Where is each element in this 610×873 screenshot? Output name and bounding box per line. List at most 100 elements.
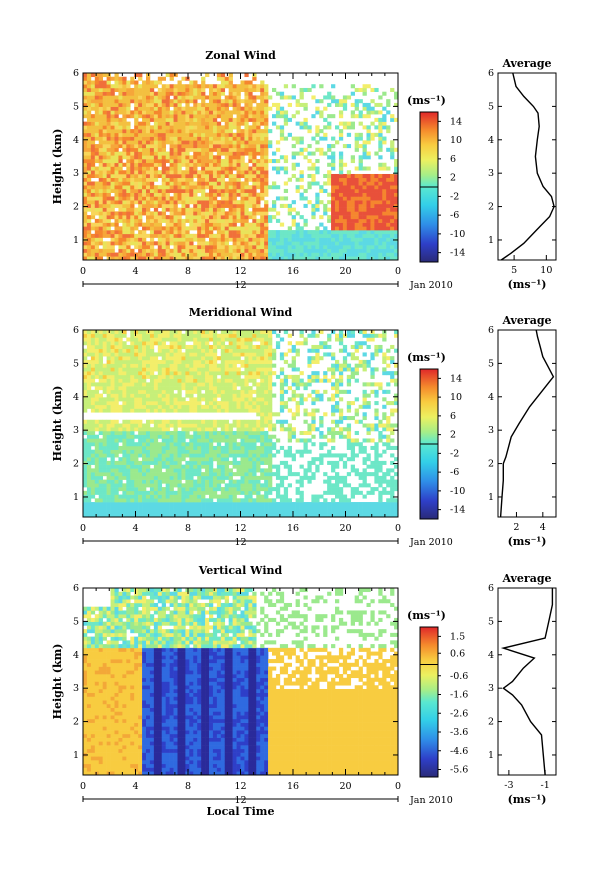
heatmap-cell xyxy=(240,132,245,137)
heatmap-cell xyxy=(149,408,155,413)
heatmap-cell xyxy=(362,185,367,190)
heatmap-cell xyxy=(248,114,253,119)
heatmap-cell xyxy=(110,430,115,436)
heatmap-cell xyxy=(335,125,340,130)
heatmap-cell xyxy=(220,170,226,175)
heatmap-cell xyxy=(394,211,399,216)
heatmap-cell xyxy=(102,200,107,205)
heatmap-cell xyxy=(338,226,344,231)
heatmap-cell xyxy=(216,457,222,462)
heatmap-cell xyxy=(157,91,163,96)
heatmap-cell xyxy=(165,363,170,368)
heatmap-cell xyxy=(279,245,285,250)
heatmap-cell xyxy=(260,87,265,92)
heatmap-cell xyxy=(197,102,202,107)
heatmap-cell xyxy=(153,256,159,261)
heatmap-cell xyxy=(134,110,139,115)
heatmap-cell xyxy=(122,200,127,205)
heatmap-cell xyxy=(272,87,277,92)
heatmap-cell xyxy=(193,99,198,104)
heatmap-cell xyxy=(122,341,127,346)
heatmap-cell xyxy=(169,374,174,379)
heatmap-cell xyxy=(394,95,399,100)
heatmap-cell xyxy=(275,196,281,201)
heatmap-cell xyxy=(86,397,92,402)
heatmap-cell xyxy=(149,95,155,100)
heatmap-cell xyxy=(205,341,210,346)
heatmap-cell xyxy=(157,427,163,432)
heatmap-cell xyxy=(142,472,147,477)
heatmap-cell xyxy=(94,147,100,152)
heatmap-cell xyxy=(169,177,174,182)
heatmap-cell xyxy=(86,359,92,364)
heatmap-cell xyxy=(149,487,155,492)
heatmap-cell xyxy=(114,479,119,484)
heatmap-cell xyxy=(295,226,300,231)
heatmap-cell xyxy=(157,453,163,458)
heatmap-cell xyxy=(236,427,241,432)
heatmap-cell xyxy=(386,99,391,104)
heatmap-cell xyxy=(83,438,88,443)
heatmap-cell xyxy=(130,498,135,503)
heatmap-cell xyxy=(149,203,155,208)
heatmap-cell xyxy=(382,211,387,216)
heatmap-cell xyxy=(153,151,159,156)
heatmap-cell xyxy=(83,460,88,465)
heatmap-cell xyxy=(272,203,277,208)
heatmap-cell xyxy=(94,382,100,387)
heatmap-cell xyxy=(366,226,371,231)
heatmap-cell xyxy=(256,181,261,186)
heatmap-cell xyxy=(386,233,391,238)
heatmap-cell xyxy=(197,359,202,364)
heatmap-cell xyxy=(386,166,391,171)
heatmap-cell xyxy=(228,226,233,231)
heatmap-cell xyxy=(209,330,214,335)
heatmap-cell xyxy=(366,200,371,205)
heatmap-cell xyxy=(165,110,170,115)
heatmap-cell xyxy=(193,226,198,231)
heatmap-cell xyxy=(126,404,131,409)
heatmap-cell xyxy=(201,233,206,238)
heatmap-cell xyxy=(98,159,103,164)
heatmap-cell xyxy=(295,256,300,261)
heatmap-cell xyxy=(146,211,151,216)
heatmap-cell xyxy=(331,136,336,141)
heatmap-cell xyxy=(386,173,391,179)
heatmap-cell xyxy=(138,84,143,89)
heatmap-cell xyxy=(90,330,96,335)
heatmap-cell xyxy=(358,136,363,141)
heatmap-cell xyxy=(189,404,194,409)
heatmap-cell xyxy=(374,117,379,122)
heatmap-cell xyxy=(142,106,147,111)
heatmap-cell xyxy=(335,218,340,223)
heatmap-cell xyxy=(94,173,100,179)
heatmap-cell xyxy=(394,241,399,246)
heatmap-cell xyxy=(161,464,166,469)
heatmap-cell xyxy=(244,136,249,141)
heatmap-cell xyxy=(228,438,233,443)
heatmap-cell xyxy=(173,494,178,499)
heatmap-cell xyxy=(346,192,352,197)
heatmap-cell xyxy=(291,155,296,160)
heatmap-cell xyxy=(86,434,92,439)
heatmap-cell xyxy=(362,207,367,212)
heatmap-cell xyxy=(260,196,265,201)
heatmap-cell xyxy=(110,215,115,220)
heatmap-cell xyxy=(122,513,127,518)
heatmap-cell xyxy=(86,73,92,78)
heatmap-cell xyxy=(98,438,103,443)
heatmap-cell xyxy=(201,203,206,208)
heatmap-cell xyxy=(197,170,202,175)
heatmap-cell xyxy=(90,132,96,137)
heatmap-cell xyxy=(193,252,198,257)
heatmap-cell xyxy=(185,479,190,484)
heatmap-cell xyxy=(149,99,155,104)
heatmap-cell xyxy=(224,502,229,507)
heatmap-cell xyxy=(303,230,308,235)
heatmap-cell xyxy=(173,102,178,107)
heatmap-cell xyxy=(102,386,107,391)
heatmap-cell xyxy=(205,151,210,156)
heatmap-cell xyxy=(283,196,289,201)
heatmap-cell xyxy=(86,509,92,514)
heatmap-cell xyxy=(291,222,296,227)
